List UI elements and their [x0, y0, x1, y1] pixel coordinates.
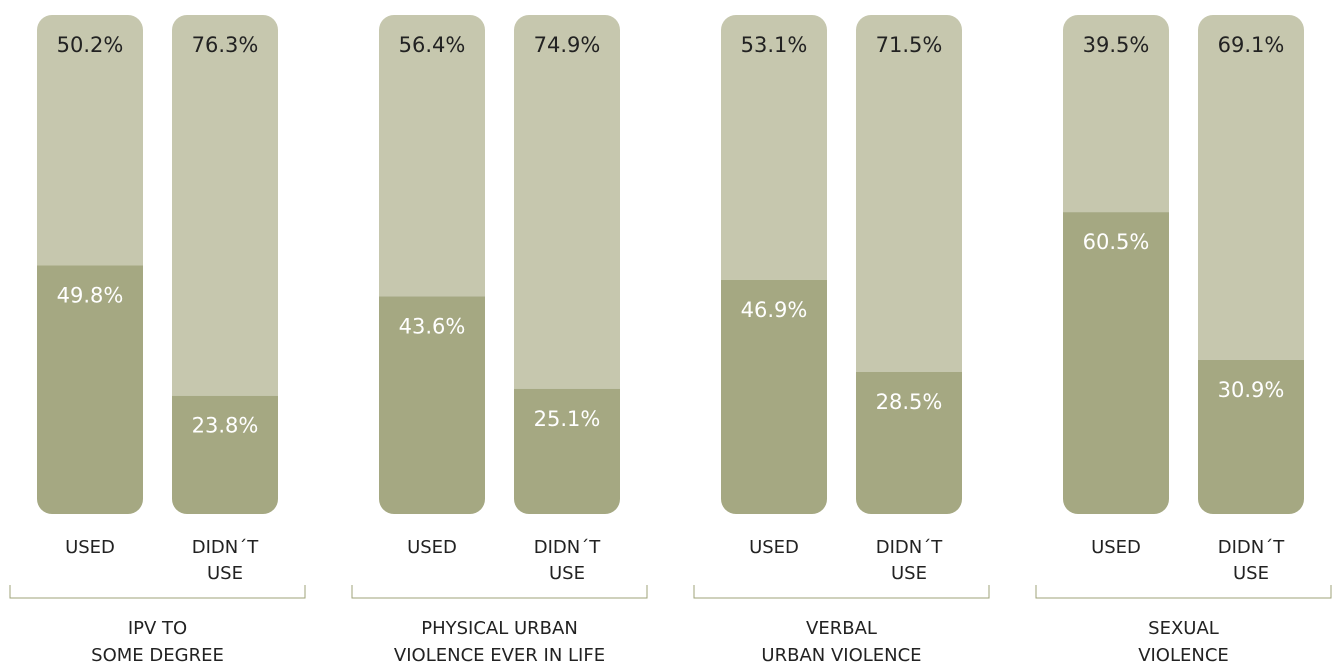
bar-category-label: DIDN´T: [876, 537, 943, 558]
bar-category-label: USE: [891, 563, 927, 584]
bar-segment-top: [1198, 15, 1304, 360]
data-label-top: 69.1%: [1218, 33, 1285, 57]
data-label-top: 76.3%: [192, 33, 259, 57]
bar-segment-top: [37, 15, 143, 266]
group-bracket: [1035, 585, 1332, 599]
bar-category-label: USED: [407, 537, 457, 558]
bar-category-label: USED: [65, 537, 115, 558]
group-bracket: [9, 585, 306, 599]
data-label-bottom: 30.9%: [1218, 378, 1285, 402]
data-label-bottom: 23.8%: [192, 414, 259, 438]
data-label-bottom: 25.1%: [534, 407, 601, 431]
bar-segment-bottom: [721, 279, 827, 514]
bar-segment-top: [379, 15, 485, 297]
bar-category-label: USED: [1091, 537, 1141, 558]
data-label-bottom: 43.6%: [399, 314, 466, 338]
data-label-top: 39.5%: [1083, 33, 1150, 57]
group-label: SEXUAL: [1148, 618, 1219, 639]
bar-segment-top: [721, 15, 827, 280]
bar-segment-top: [514, 15, 620, 389]
data-label-bottom: 49.8%: [57, 283, 124, 307]
bar-category-label: USED: [749, 537, 799, 558]
bar-category-label: DIDN´T: [534, 537, 601, 558]
data-label-top: 50.2%: [57, 33, 124, 57]
bar-segment-bottom: [514, 388, 620, 514]
data-label-top: 71.5%: [876, 33, 943, 57]
data-label-top: 56.4%: [399, 33, 466, 57]
bar-segment-bottom: [1063, 212, 1169, 514]
bar-segment-bottom: [379, 296, 485, 514]
group-label: VIOLENCE EVER IN LIFE: [394, 645, 605, 666]
bar-segment-bottom: [37, 265, 143, 514]
group-bracket: [351, 585, 648, 599]
bar-category-label: USE: [1233, 563, 1269, 584]
bar-category-label: USE: [549, 563, 585, 584]
group-bracket: [693, 585, 990, 599]
group-label: VERBAL: [806, 618, 877, 639]
bar-segment-top: [172, 15, 278, 396]
group-label: VIOLENCE: [1138, 645, 1229, 666]
data-label-bottom: 60.5%: [1083, 230, 1150, 254]
bar-segment-bottom: [856, 371, 962, 514]
group-label: IPV TO: [128, 618, 187, 639]
bar-segment-top: [1063, 15, 1169, 213]
bar-segment-bottom: [172, 395, 278, 514]
data-label-top: 53.1%: [741, 33, 808, 57]
group-label: PHYSICAL URBAN: [421, 618, 578, 639]
group-label: URBAN VIOLENCE: [761, 645, 921, 666]
bar-category-label: USE: [207, 563, 243, 584]
data-label-top: 74.9%: [534, 33, 601, 57]
data-label-bottom: 46.9%: [741, 298, 808, 322]
bar-segment-bottom: [1198, 359, 1304, 514]
bar-category-label: DIDN´T: [1218, 537, 1285, 558]
group-label: SOME DEGREE: [91, 645, 224, 666]
bar-segment-top: [856, 15, 962, 372]
bar-category-label: DIDN´T: [192, 537, 259, 558]
data-label-bottom: 28.5%: [876, 390, 943, 414]
